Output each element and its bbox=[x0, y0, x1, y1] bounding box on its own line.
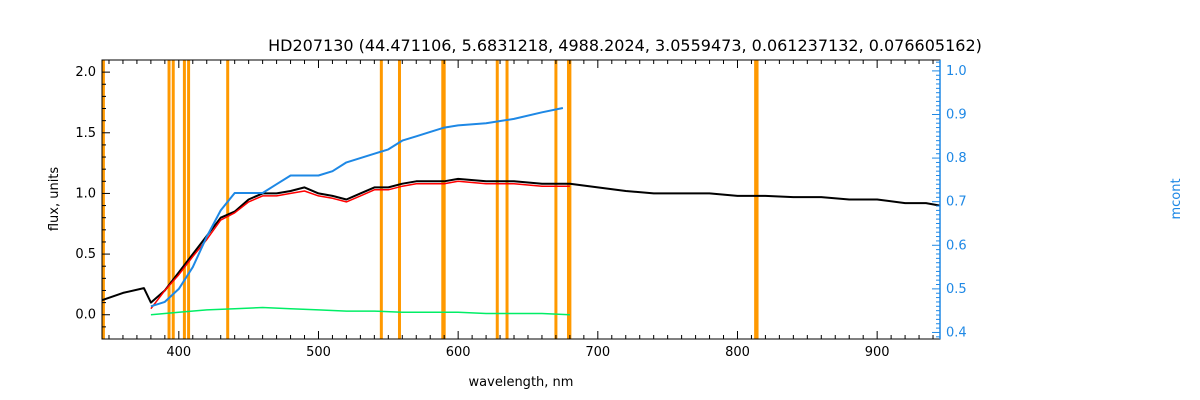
right-axis-tick-label: 0.7 bbox=[946, 195, 967, 210]
series-residual-line bbox=[150, 306, 570, 316]
right-axis-label: mcont bbox=[1169, 178, 1184, 219]
x-tick-label: 400 bbox=[166, 345, 191, 360]
right-axis-ticks: 0.4 0.5 0.6 0.7 0.8 0.9 1.0 bbox=[932, 61, 967, 340]
x-tick-label: 500 bbox=[306, 345, 331, 360]
y-tick-label: 2.0 bbox=[75, 65, 96, 80]
chart-title: HD207130 (44.471106, 5.6831218, 4988.202… bbox=[268, 36, 982, 55]
right-axis-tick-label: 0.4 bbox=[946, 325, 967, 340]
series-continuum-line bbox=[150, 107, 564, 308]
y-tick-label: 0.0 bbox=[75, 308, 96, 323]
right-axis-tick-label: 0.8 bbox=[946, 151, 967, 166]
y-axis-ticks: 0.0 0.5 1.0 1.5 2.0 bbox=[75, 59, 110, 340]
y-axis-label: flux, units bbox=[47, 167, 62, 232]
x-tick-label: 900 bbox=[865, 345, 890, 360]
right-axis-tick-label: 1.0 bbox=[946, 64, 967, 79]
series-layer bbox=[101, 107, 941, 316]
y-tick-label: 1.0 bbox=[75, 186, 96, 201]
right-axis-tick-label: 0.9 bbox=[946, 107, 967, 122]
x-tick-label: 800 bbox=[725, 345, 750, 360]
y-tick-label: 1.5 bbox=[75, 126, 96, 141]
x-tick-label: 600 bbox=[446, 345, 471, 360]
right-axis-tick-label: 0.5 bbox=[946, 282, 967, 297]
right-axis-tick-label: 0.6 bbox=[946, 238, 967, 253]
x-axis-ticks: 400 500 600 700 800 900 bbox=[108, 60, 934, 360]
x-axis-label: wavelength, nm bbox=[469, 375, 574, 390]
x-tick-label: 700 bbox=[585, 345, 610, 360]
mask-lines bbox=[101, 60, 759, 339]
series-model-line bbox=[150, 180, 570, 310]
y-tick-label: 0.5 bbox=[75, 247, 96, 262]
axes bbox=[101, 59, 941, 340]
